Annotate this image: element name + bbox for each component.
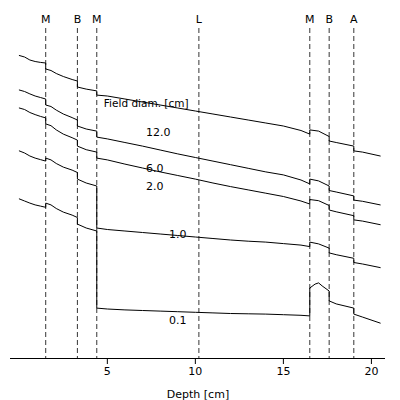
svg-text:1.0: 1.0 bbox=[169, 228, 187, 241]
svg-text:A: A bbox=[350, 13, 358, 26]
svg-text:B: B bbox=[325, 13, 333, 26]
svg-text:12.0: 12.0 bbox=[146, 126, 171, 139]
svg-text:10: 10 bbox=[188, 365, 202, 378]
svg-text:M: M bbox=[41, 13, 51, 26]
svg-text:L: L bbox=[196, 13, 203, 26]
svg-text:M: M bbox=[305, 13, 315, 26]
svg-text:15: 15 bbox=[276, 365, 290, 378]
svg-text:5: 5 bbox=[104, 365, 111, 378]
svg-text:2.0: 2.0 bbox=[146, 180, 164, 193]
svg-text:Field diam. [cm]: Field diam. [cm] bbox=[104, 97, 189, 109]
svg-text:M: M bbox=[92, 13, 102, 26]
svg-text:0.1: 0.1 bbox=[169, 314, 187, 327]
svg-text:6.0: 6.0 bbox=[146, 162, 164, 175]
svg-text:Depth [cm]: Depth [cm] bbox=[167, 388, 229, 400]
svg-text:20: 20 bbox=[364, 365, 378, 378]
svg-text:B: B bbox=[74, 13, 82, 26]
